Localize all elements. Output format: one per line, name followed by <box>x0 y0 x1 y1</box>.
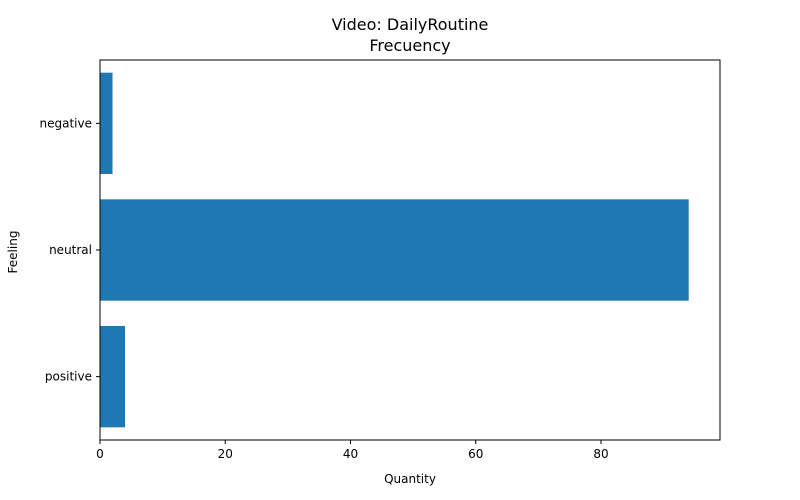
bar-neutral <box>100 199 689 301</box>
chart-title-line-1: Video: DailyRoutine <box>331 15 489 34</box>
x-tick-label-60: 60 <box>468 447 483 461</box>
x-tick-label-80: 80 <box>593 447 608 461</box>
bar-negative <box>100 72 113 174</box>
y-tick-label-positive: positive <box>45 370 92 384</box>
x-axis-label: Quantity <box>384 472 436 486</box>
y-tick-label-neutral: neutral <box>49 243 92 257</box>
plot-frame <box>99 59 721 441</box>
y-axis-label: Feeling <box>6 230 20 274</box>
y-tick-label-negative: negative <box>40 116 92 130</box>
x-tick-label-40: 40 <box>343 447 358 461</box>
x-tick-label-20: 20 <box>218 447 233 461</box>
chart-title-line-2: Frecuency <box>369 36 451 55</box>
bar-positive <box>100 326 126 428</box>
x-tick-label-0: 0 <box>96 447 104 461</box>
